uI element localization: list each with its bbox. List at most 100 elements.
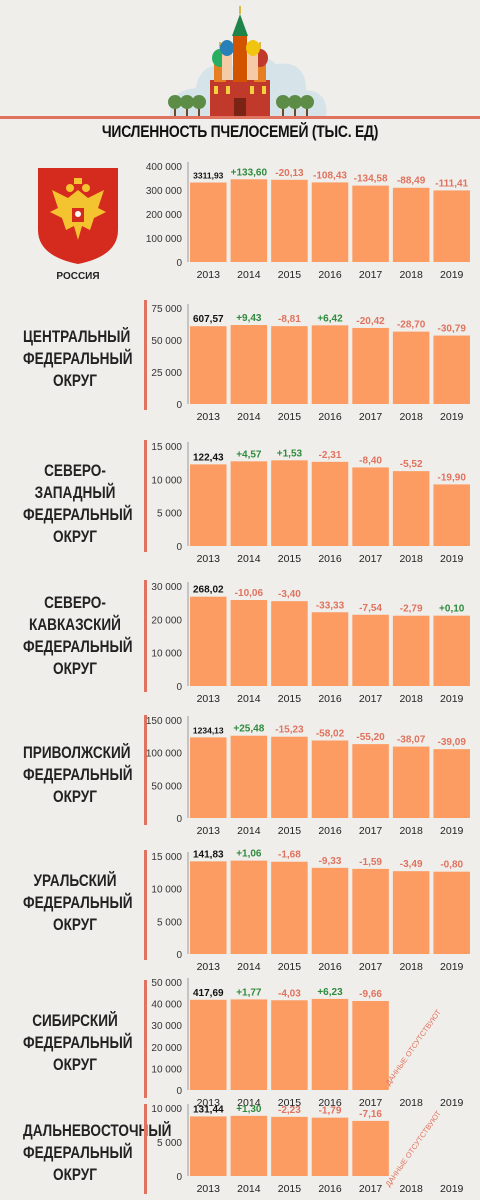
region-label: ПРИВОЛЖСКИЙ ФЕДЕРАЛЬНЫЙ ОКРУГ bbox=[23, 743, 133, 806]
bar bbox=[311, 1117, 349, 1176]
bar bbox=[433, 335, 470, 404]
bar-chart: 15 000 10 000 5 000 0 122,43 2013 +4,57 2014 +1,… bbox=[151, 442, 470, 565]
x-tick-label: 2017 bbox=[359, 1097, 383, 1109]
x-tick-label: 2014 bbox=[237, 269, 261, 281]
y-tick-label: 5 000 bbox=[157, 509, 182, 520]
x-tick-label: 2016 bbox=[318, 269, 342, 281]
y-tick-label: 0 bbox=[176, 814, 182, 825]
x-tick-label: 2014 bbox=[237, 411, 261, 423]
x-tick-label: 2013 bbox=[197, 1183, 221, 1195]
bar bbox=[311, 325, 349, 404]
x-tick-label: 2015 bbox=[278, 1183, 302, 1195]
y-tick-label: 20 000 bbox=[151, 615, 182, 626]
x-tick-label: 2014 bbox=[237, 693, 261, 705]
data-label: -39,09 bbox=[438, 737, 467, 748]
y-tick-label: 75 000 bbox=[151, 304, 182, 315]
data-label: -3,40 bbox=[278, 589, 301, 600]
bar bbox=[392, 871, 430, 954]
data-label: 607,57 bbox=[193, 314, 224, 325]
data-label: -134,58 bbox=[354, 174, 388, 185]
x-tick-label: 2016 bbox=[318, 1183, 342, 1195]
region-label: СЕВЕРО-ЗАПАДНЫЙ ФЕДЕРАЛЬНЫЙ ОКРУГ bbox=[23, 461, 133, 546]
x-tick-label: 2018 bbox=[399, 825, 423, 837]
x-tick-label: 2019 bbox=[440, 269, 464, 281]
bar bbox=[352, 185, 389, 262]
data-label: +4,57 bbox=[236, 449, 262, 460]
y-tick-label: 0 bbox=[176, 1086, 182, 1097]
x-tick-label: 2013 bbox=[197, 269, 221, 281]
data-label: 3311,93 bbox=[193, 171, 224, 181]
missing-data-note: ДАННЫЕ ОТСУТСТВУЮТ bbox=[383, 1008, 443, 1088]
bar bbox=[230, 1115, 268, 1176]
data-label: -9,66 bbox=[359, 989, 382, 1000]
x-tick-label: 2013 bbox=[197, 411, 221, 423]
y-tick-label: 0 bbox=[176, 950, 182, 961]
page-title: ЧИСЛЕННОСТЬ ПЧЕЛОСЕМЕЙ (ТЫС. ЕД) bbox=[101, 122, 379, 141]
x-tick-label: 2018 bbox=[399, 411, 423, 423]
data-label: +6,42 bbox=[317, 313, 343, 324]
bar bbox=[352, 467, 389, 546]
data-label: +1,30 bbox=[236, 1104, 262, 1115]
bar bbox=[230, 600, 268, 686]
bar bbox=[230, 325, 268, 404]
y-tick-label: 50 000 bbox=[151, 336, 182, 347]
data-label: 122,43 bbox=[193, 452, 224, 463]
y-tick-label: 400 000 bbox=[146, 162, 183, 173]
header-illustration bbox=[0, 0, 480, 150]
bar bbox=[392, 187, 430, 262]
x-tick-label: 2019 bbox=[440, 825, 464, 837]
x-tick-label: 2017 bbox=[359, 553, 383, 565]
x-tick-label: 2015 bbox=[278, 553, 302, 565]
y-tick-label: 25 000 bbox=[151, 368, 182, 379]
x-tick-label: 2018 bbox=[399, 693, 423, 705]
data-label: 131,44 bbox=[193, 1104, 224, 1115]
x-tick-label: 2017 bbox=[359, 961, 383, 973]
x-tick-label: 2015 bbox=[278, 961, 302, 973]
data-label: +9,43 bbox=[236, 313, 262, 324]
region-label: СЕВЕРО-КАВКАЗСКИЙ ФЕДЕРАЛЬНЫЙ ОКРУГ bbox=[23, 593, 133, 678]
bar bbox=[433, 615, 470, 686]
cathedral-illustration bbox=[0, 6, 480, 119]
data-label: +25,48 bbox=[233, 724, 264, 735]
x-tick-label: 2017 bbox=[359, 825, 383, 837]
region-separator bbox=[144, 580, 147, 692]
x-tick-label: 2019 bbox=[440, 1097, 464, 1109]
bar bbox=[311, 740, 349, 818]
x-tick-label: 2016 bbox=[318, 693, 342, 705]
bar bbox=[433, 484, 470, 546]
bar-chart: 400 000 300 000 200 000 100 000 0 3311,93 2013… bbox=[146, 162, 470, 281]
bar bbox=[271, 326, 308, 404]
y-tick-label: 0 bbox=[176, 542, 182, 553]
data-label: -58,02 bbox=[316, 728, 345, 739]
data-label: -19,90 bbox=[438, 472, 467, 483]
bar bbox=[271, 1000, 308, 1090]
missing-data-note: ДАННЫЕ ОТСУТСТВУЮТ bbox=[383, 1109, 443, 1189]
data-label: -9,33 bbox=[319, 856, 342, 867]
x-tick-label: 2015 bbox=[278, 825, 302, 837]
bar bbox=[392, 615, 430, 686]
x-tick-label: 2014 bbox=[237, 1097, 261, 1109]
y-tick-label: 100 000 bbox=[146, 749, 183, 760]
x-tick-label: 2018 bbox=[399, 1183, 423, 1195]
x-tick-label: 2016 bbox=[318, 825, 342, 837]
x-tick-label: 2019 bbox=[440, 1183, 464, 1195]
y-tick-label: 10 000 bbox=[151, 1064, 182, 1075]
data-label: +0,10 bbox=[439, 604, 465, 615]
data-label: -2,31 bbox=[319, 450, 342, 461]
x-tick-label: 2018 bbox=[399, 961, 423, 973]
region-label: УРАЛЬСКИЙ ФЕДЕРАЛЬНЫЙ ОКРУГ bbox=[23, 871, 133, 934]
y-tick-label: 50 000 bbox=[151, 978, 182, 989]
data-label: -20,13 bbox=[275, 168, 304, 179]
x-tick-label: 2016 bbox=[318, 1097, 342, 1109]
bar bbox=[190, 596, 227, 686]
y-tick-label: 30 000 bbox=[151, 1021, 182, 1032]
y-tick-label: 10 000 bbox=[151, 475, 182, 486]
y-tick-label: 100 000 bbox=[146, 234, 183, 245]
region-label: СИБИРСКИЙ ФЕДЕРАЛЬНЫЙ ОКРУГ bbox=[23, 1011, 133, 1074]
x-tick-label: 2016 bbox=[318, 553, 342, 565]
x-tick-label: 2014 bbox=[237, 961, 261, 973]
x-tick-label: 2019 bbox=[440, 693, 464, 705]
x-tick-label: 2013 bbox=[197, 693, 221, 705]
x-tick-label: 2013 bbox=[197, 825, 221, 837]
data-label: -5,52 bbox=[400, 459, 423, 470]
